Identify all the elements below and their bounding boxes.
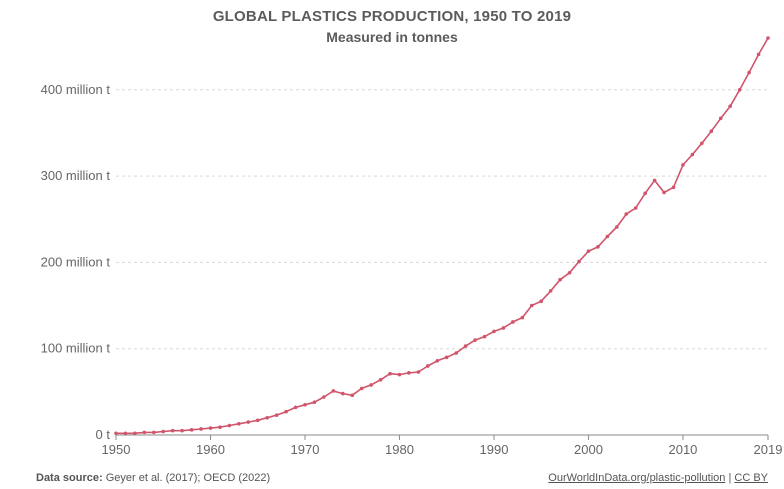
grid-lines (116, 89, 768, 436)
data-point (133, 431, 137, 436)
data-source-text: Geyer et al. (2017); OECD (2022) (105, 472, 271, 484)
data-point (123, 431, 128, 436)
data-source-note: Data source: Geyer et al. (2017); OECD (… (36, 472, 270, 484)
data-point (378, 377, 383, 382)
data-point (142, 430, 147, 435)
data-point (652, 178, 657, 183)
y-tick-label: 0 t (96, 427, 111, 442)
data-point (359, 386, 364, 391)
credit-separator: | (728, 472, 732, 484)
data-point (189, 428, 194, 432)
data-point (548, 289, 553, 293)
data-point (218, 425, 222, 430)
data-point (303, 402, 307, 407)
data-point (274, 413, 279, 417)
data-point (161, 429, 166, 434)
data-point (577, 259, 581, 264)
line-chart: 0 t 100 million t 200 million t 300 million… (41, 36, 783, 457)
data-point (237, 421, 241, 426)
x-tick-label: 1960 (196, 442, 225, 457)
data-point (435, 358, 440, 363)
data-point (265, 415, 269, 420)
data-point (747, 70, 751, 75)
data-point (492, 329, 496, 334)
x-axis-ticks: 1950 1960 1970 1980 1990 2000 2010 2019 (102, 435, 783, 457)
data-point (709, 129, 714, 134)
data-point (737, 87, 742, 92)
data-point (539, 299, 544, 304)
y-tick-label: 300 million t (41, 168, 111, 183)
data-point (520, 315, 525, 320)
x-tick-label: 1990 (480, 442, 509, 457)
data-point (511, 320, 515, 324)
data-point (340, 391, 345, 396)
x-tick-label: 2010 (668, 442, 697, 457)
data-point (643, 191, 647, 196)
data-point (180, 428, 184, 433)
data-point (227, 423, 232, 428)
series-line (116, 37, 769, 435)
data-point (586, 249, 591, 253)
y-tick-label: 200 million t (41, 254, 111, 269)
data-point (397, 372, 402, 377)
data-point (369, 383, 373, 387)
data-point (766, 36, 770, 40)
x-tick-label: 2000 (574, 442, 603, 457)
data-point (718, 116, 723, 121)
data-point (700, 141, 704, 146)
data-point (567, 270, 572, 275)
data-point (605, 234, 610, 239)
data-point (756, 52, 761, 57)
series-plastics-production (114, 36, 770, 436)
data-point (473, 338, 477, 342)
data-point (416, 370, 421, 374)
data-point (681, 163, 685, 167)
credit-note: OurWorldInData.org/plastic-pollution | C… (548, 472, 768, 484)
y-axis-ticks: 0 t 100 million t 200 million t 300 million… (41, 82, 111, 442)
data-point (728, 104, 733, 108)
data-point (255, 418, 260, 423)
data-point (624, 212, 629, 216)
data-point (388, 371, 392, 376)
data-point (199, 427, 203, 431)
data-point (662, 190, 666, 195)
data-point (208, 426, 213, 430)
data-point (293, 405, 298, 410)
data-point (671, 185, 676, 190)
data-point (284, 409, 288, 414)
x-tick-label: 1950 (102, 442, 131, 457)
data-point (454, 351, 458, 355)
data-point (529, 303, 534, 308)
data-point (558, 277, 562, 282)
x-tick-label: 2019 (754, 442, 783, 457)
data-point (690, 152, 695, 157)
data-point (246, 420, 251, 424)
data-point (463, 344, 468, 348)
data-point (501, 326, 506, 330)
data-point (615, 225, 619, 229)
data-point (426, 364, 430, 368)
data-point (322, 395, 326, 399)
data-point (151, 430, 156, 435)
chart-title: GLOBAL PLASTICS PRODUCTION, 1950 TO 2019 (212, 8, 572, 25)
data-point (114, 431, 118, 436)
data-point (331, 389, 336, 393)
data-point (596, 245, 600, 249)
chart-subtitle: Measured in tonnes (326, 29, 458, 45)
data-point (444, 355, 449, 360)
y-tick-label: 400 million t (41, 82, 111, 97)
data-point (312, 400, 317, 405)
data-point (633, 206, 638, 210)
y-tick-label: 100 million t (41, 341, 111, 356)
data-point (350, 393, 355, 398)
x-tick-label: 1980 (385, 442, 414, 457)
data-point (482, 334, 487, 339)
data-source-label: Data source: (36, 472, 103, 484)
license-link[interactable]: CC BY (734, 472, 768, 484)
source-link[interactable]: OurWorldInData.org/plastic-pollution (548, 472, 726, 484)
data-point (170, 428, 175, 433)
data-point (407, 371, 411, 375)
x-tick-label: 1970 (291, 442, 320, 457)
